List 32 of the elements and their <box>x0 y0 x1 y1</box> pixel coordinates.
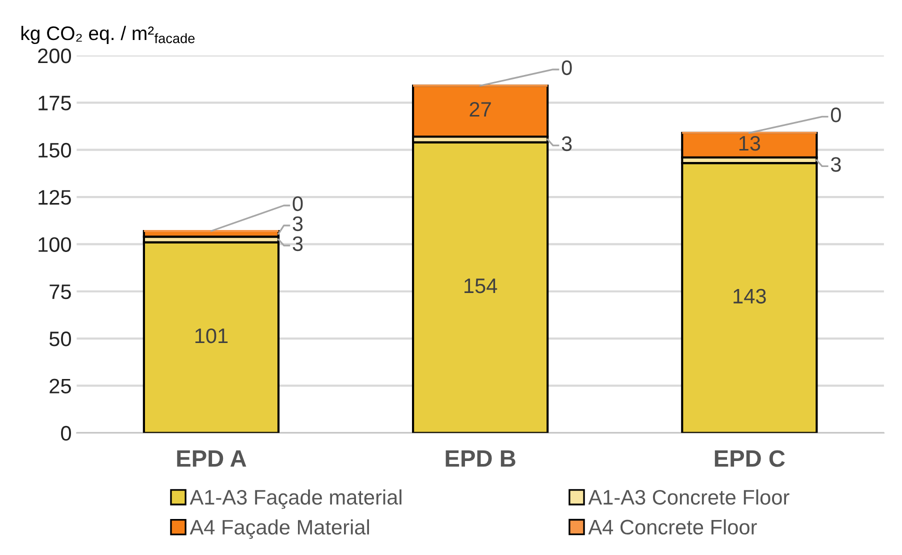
y-tick-label: 150 <box>38 142 71 158</box>
data-label: 0 <box>292 196 303 212</box>
data-label: 0 <box>830 108 841 122</box>
y-tick-label: 75 <box>50 284 71 300</box>
bar <box>142 241 280 433</box>
y-tick-label: 175 <box>38 96 71 110</box>
legend-label: A1-A3 Concrete Floor <box>588 489 790 505</box>
data-label: 154 <box>464 278 498 294</box>
y-tick-label: 50 <box>49 332 71 346</box>
legend-label: A4 Façade Material <box>190 519 369 539</box>
y-tick-label: 0 <box>61 426 71 441</box>
x-tick-label: EPD A <box>177 450 246 467</box>
y-axis-title: kg CO₂ eq. / m²$_{facade}$ <box>21 26 195 44</box>
legend-label: A1-A3 Façade material <box>190 489 402 509</box>
y-tick-label: 25 <box>50 378 71 394</box>
data-label: 3 <box>830 157 841 172</box>
data-label: 0 <box>562 60 572 76</box>
data-label: 27 <box>470 102 491 117</box>
y-tick-label: 200 <box>38 48 71 64</box>
x-tick-label: EPD C <box>714 450 785 467</box>
data-label: 101 <box>195 328 228 344</box>
y-tick-label: 125 <box>38 190 71 205</box>
x-tick-label: EPD B <box>446 450 516 467</box>
y-tick-label: 100 <box>38 237 71 252</box>
bar <box>412 141 549 433</box>
data-label: 13 <box>739 136 760 151</box>
data-label: 3 <box>292 216 303 232</box>
data-label: 3 <box>562 136 572 152</box>
data-label: 3 <box>292 236 303 252</box>
data-label: 143 <box>734 288 766 304</box>
legend-label: A4 Concrete Floor <box>588 519 757 535</box>
bar <box>681 162 818 433</box>
